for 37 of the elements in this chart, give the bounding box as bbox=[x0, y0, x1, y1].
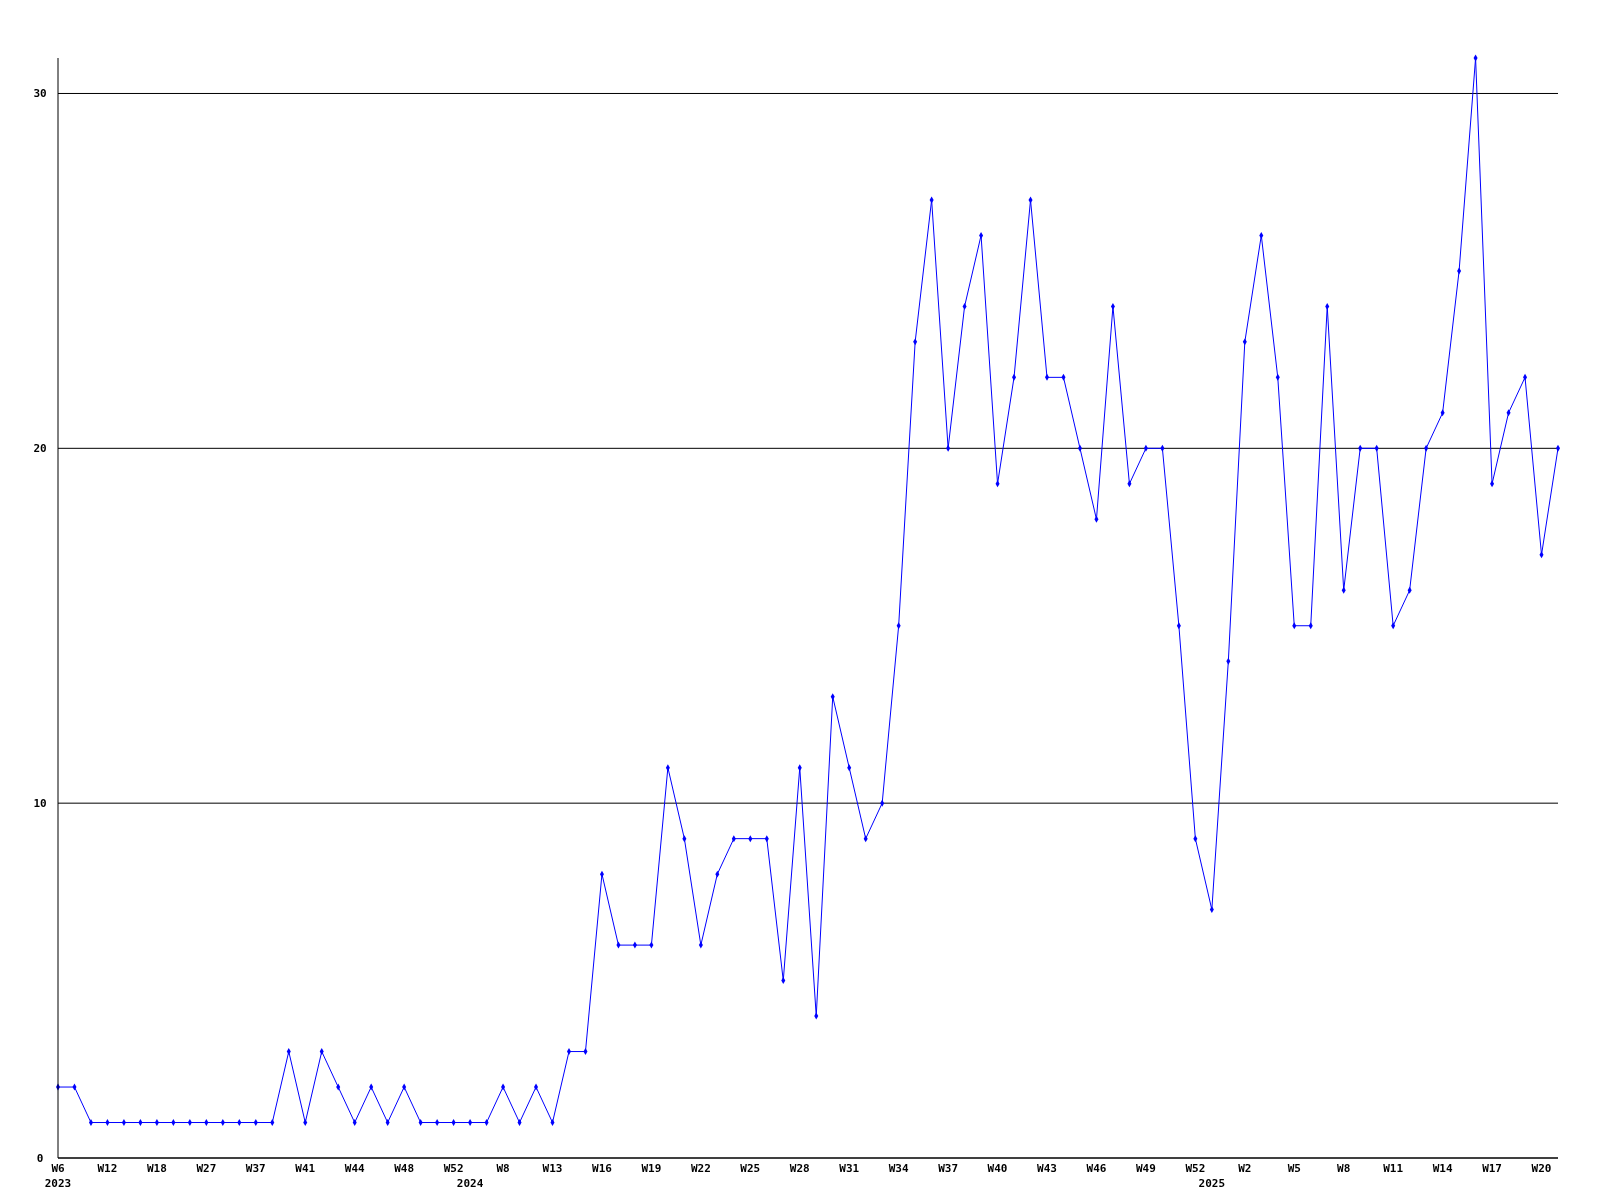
x-tick-label: W2 bbox=[1238, 1162, 1252, 1175]
x-tick-label: W8 bbox=[1337, 1162, 1351, 1175]
x-tick-label: W12 bbox=[97, 1162, 118, 1175]
x-tick-label: W25 bbox=[740, 1162, 761, 1175]
x-tick-label: W40 bbox=[987, 1162, 1008, 1175]
x-tick-label: W27 bbox=[196, 1162, 217, 1175]
x-tick-label: W19 bbox=[641, 1162, 662, 1175]
x-tick-label: W16 bbox=[592, 1162, 613, 1175]
x-tick-label: W37 bbox=[938, 1162, 959, 1175]
x-tick-label: W14 bbox=[1432, 1162, 1453, 1175]
x-tick-label: W20 bbox=[1531, 1162, 1552, 1175]
x-tick-label: W52 bbox=[443, 1162, 464, 1175]
x-tick-label: W17 bbox=[1482, 1162, 1502, 1175]
x-tick-label: W18 bbox=[146, 1162, 167, 1175]
y-tick-label: 10 bbox=[33, 797, 47, 811]
x-tick-label: W6 2023 bbox=[44, 1162, 72, 1190]
x-tick-label: W46 bbox=[1086, 1162, 1107, 1175]
x-tick-label: W28 bbox=[789, 1162, 810, 1175]
y-tick-label: 20 bbox=[33, 442, 47, 456]
y-tick-label: 30 bbox=[33, 87, 47, 101]
x-tick-label: W44 bbox=[344, 1162, 366, 1175]
x-tick-label: W8 bbox=[496, 1162, 510, 1175]
x-tick-label: W31 bbox=[839, 1162, 860, 1175]
x-tick-label: W11 bbox=[1383, 1162, 1404, 1175]
x-tick-label: 2025 bbox=[1198, 1177, 1226, 1190]
x-tick-label: W5 bbox=[1287, 1162, 1301, 1175]
x-tick-label: W22 bbox=[690, 1162, 711, 1175]
x-tick-label: 2024 bbox=[456, 1177, 484, 1190]
x-tick-label: W49 bbox=[1135, 1162, 1156, 1175]
x-tick-label: W48 bbox=[394, 1162, 415, 1175]
x-tick-label: W34 bbox=[888, 1162, 909, 1175]
y-tick-label: 0 bbox=[36, 1152, 44, 1165]
x-tick-label: W13 bbox=[542, 1162, 563, 1175]
x-tick-label: W52 bbox=[1185, 1162, 1206, 1175]
x-tick-label: W37 bbox=[245, 1162, 266, 1175]
x-tick-label: W41 bbox=[295, 1162, 316, 1175]
x-tick-label: W43 bbox=[1037, 1162, 1057, 1175]
